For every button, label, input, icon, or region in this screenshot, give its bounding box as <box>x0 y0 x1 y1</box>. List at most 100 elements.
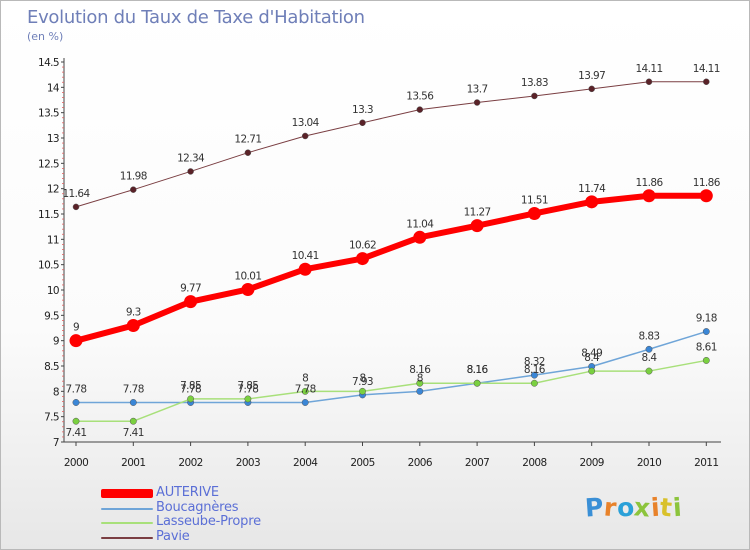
data-point-lasseube-propre <box>301 387 309 395</box>
data-point-auterive <box>356 252 369 266</box>
y-tick-label: 13.5 <box>38 108 59 120</box>
y-tick-label: 7.5 <box>44 412 59 424</box>
legend-swatch <box>101 536 153 539</box>
data-label-lasseube-propre: 8.4 <box>642 352 658 364</box>
data-label-pavie: 13.56 <box>406 91 434 103</box>
data-label-auterive: 11.86 <box>635 177 663 189</box>
data-point-auterive <box>699 189 713 203</box>
data-label-boucagn-res: 7.78 <box>237 383 258 395</box>
data-label-boucagn-res: 8.83 <box>639 330 660 342</box>
data-label-pavie: 14.11 <box>635 63 662 75</box>
data-label-auterive: 10.62 <box>349 240 376 252</box>
series-line-boucagn-res <box>75 330 708 404</box>
y-tick-label: 10.5 <box>38 260 59 272</box>
data-point-lasseube-propre <box>702 356 710 364</box>
x-tick-label: 2010 <box>637 457 661 469</box>
data-point-lasseube-propre <box>473 379 481 387</box>
data-point-lasseube-propre <box>129 417 137 425</box>
legend-label: Lasseube-Propre <box>156 514 261 529</box>
data-label-auterive: 9.3 <box>126 306 141 318</box>
chart-subtitle: (en %) <box>27 30 64 43</box>
x-tick-label: 2007 <box>465 457 489 469</box>
data-label-boucagn-res: 8.32 <box>524 356 545 368</box>
data-label-boucagn-res: 8.16 <box>467 364 489 376</box>
data-label-lasseube-propre: 8.16 <box>409 364 431 376</box>
data-label-pavie: 13.3 <box>352 104 373 116</box>
data-point-auterive <box>126 318 140 332</box>
data-point-lasseube-propre <box>187 395 195 403</box>
data-label-lasseube-propre: 8 <box>302 372 308 384</box>
y-tick-label: 11 <box>47 234 59 246</box>
data-label-pavie: 13.97 <box>578 70 605 82</box>
data-label-boucagn-res: 7.93 <box>352 376 373 388</box>
y-tick-label: 9 <box>53 336 59 348</box>
data-point-auterive <box>184 295 198 309</box>
series-line-auterive <box>73 192 710 344</box>
data-point-lasseube-propre <box>588 367 596 375</box>
y-tick-label: 12.5 <box>38 158 59 170</box>
data-point-boucagn-res <box>301 399 309 406</box>
data-point-lasseube-propre <box>416 379 424 387</box>
data-label-pavie: 12.71 <box>234 134 261 146</box>
data-label-boucagn-res: 7.78 <box>295 383 316 395</box>
data-point-auterive <box>527 206 541 220</box>
data-label-boucagn-res: 7.78 <box>66 383 87 395</box>
data-point-pavie <box>703 78 710 86</box>
data-label-lasseube-propre: 8.4 <box>584 352 600 364</box>
y-tick-label: 8 <box>53 386 59 398</box>
data-point-boucagn-res <box>129 399 137 406</box>
data-label-lasseube-propre: 7.85 <box>237 380 258 392</box>
data-point-pavie <box>473 99 481 106</box>
legend-label: Pavie <box>156 528 190 544</box>
data-point-lasseube-propre <box>530 379 538 387</box>
x-tick-label: 2003 <box>236 457 260 469</box>
data-label-lasseube-propre: 8.16 <box>467 364 489 376</box>
data-point-pavie <box>645 78 653 86</box>
series-line-lasseube-propre <box>75 359 708 422</box>
data-label-boucagn-res: 8.49 <box>581 348 602 360</box>
data-point-auterive <box>413 230 427 244</box>
y-tick-label: 8.5 <box>44 361 59 373</box>
data-point-boucagn-res <box>416 387 424 395</box>
data-point-boucagn-res <box>702 328 710 335</box>
data-label-lasseube-propre: 8.16 <box>524 364 546 376</box>
line-chart-plot: 7 7.5 8 8.5 9 9.5 10 10.5 11 11.5 12 12.5 13 13.5 14 14… <box>38 57 721 469</box>
data-point-auterive <box>69 334 83 348</box>
data-label-lasseube-propre: 7.41 <box>66 427 87 439</box>
y-tick-label: 14.5 <box>38 57 59 69</box>
legend-label: AUTERIVE <box>156 485 219 500</box>
data-label-auterive: 11.74 <box>578 183 606 195</box>
data-label-auterive: 11.51 <box>521 194 548 206</box>
legend-label: Boucagnères <box>156 499 239 515</box>
data-point-pavie <box>301 132 309 140</box>
data-point-auterive <box>470 219 484 233</box>
data-point-auterive <box>298 262 312 276</box>
legend-swatch <box>101 507 153 510</box>
series-line-pavie <box>75 81 707 208</box>
data-point-auterive <box>642 189 656 203</box>
data-point-lasseube-propre <box>359 387 366 395</box>
data-label-auterive: 10.01 <box>234 270 261 282</box>
data-label-pavie: 13.83 <box>521 77 548 89</box>
data-label-lasseube-propre: 8.61 <box>696 341 717 353</box>
data-label-auterive: 11.86 <box>693 177 721 189</box>
data-label-pavie: 13.04 <box>292 117 320 129</box>
y-tick-label: 9.5 <box>44 310 59 322</box>
y-tick-label: 10 <box>47 285 59 297</box>
legend-swatch <box>101 522 153 524</box>
x-tick-label: 2001 <box>121 457 145 469</box>
x-tick-label: 2006 <box>408 457 433 469</box>
data-point-auterive <box>585 195 599 209</box>
data-label-auterive: 9.77 <box>180 283 201 295</box>
data-point-pavie <box>359 119 366 127</box>
data-point-pavie <box>416 106 424 113</box>
x-tick-label: 2000 <box>64 457 88 469</box>
data-point-lasseube-propre <box>244 395 252 403</box>
x-tick-label: 2009 <box>580 457 604 469</box>
x-tick-label: 2008 <box>522 457 546 469</box>
data-label-auterive: 9 <box>73 322 79 334</box>
data-label-lasseube-propre: 7.85 <box>180 380 201 392</box>
x-tick-label: 2011 <box>694 457 718 469</box>
data-point-pavie <box>588 85 595 93</box>
y-tick-label: 11.5 <box>38 209 59 221</box>
